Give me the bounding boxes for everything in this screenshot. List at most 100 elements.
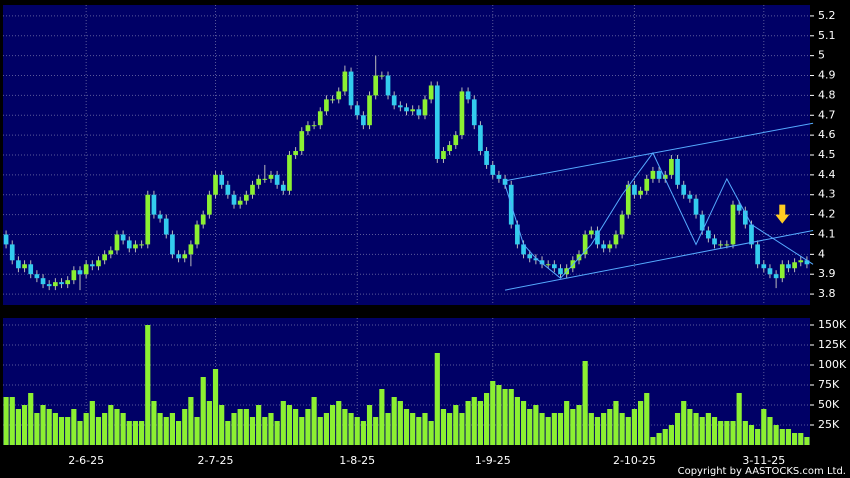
volume-bar bbox=[9, 397, 15, 445]
candle-body bbox=[613, 234, 619, 245]
x-tick-label: 1-8-25 bbox=[339, 454, 375, 467]
candle-body bbox=[804, 260, 810, 265]
candle-body bbox=[373, 75, 379, 96]
y-tick-label: 5.2 bbox=[818, 9, 836, 22]
candle-body bbox=[22, 264, 27, 269]
volume-bar bbox=[360, 421, 366, 445]
volume-bar bbox=[342, 409, 348, 445]
candle-body bbox=[28, 264, 34, 275]
candle-body bbox=[114, 234, 120, 251]
volume-bar bbox=[551, 413, 557, 445]
candle-body bbox=[533, 258, 539, 261]
volume-bar bbox=[656, 433, 662, 445]
volume-bar bbox=[311, 397, 317, 445]
volume-bar bbox=[453, 405, 459, 445]
volume-bar bbox=[705, 413, 711, 445]
candle-body bbox=[558, 268, 563, 275]
candle-body bbox=[237, 200, 243, 205]
candle-body bbox=[465, 91, 471, 100]
candle-body bbox=[268, 174, 274, 179]
candle-body bbox=[219, 174, 225, 185]
volume-bar bbox=[354, 417, 360, 445]
volume-bar bbox=[40, 405, 46, 445]
candle-body bbox=[299, 131, 305, 152]
volume-bar bbox=[391, 397, 397, 445]
volume-bar bbox=[65, 417, 71, 445]
volume-bar bbox=[767, 417, 773, 445]
candle-body bbox=[447, 145, 452, 152]
candle-body bbox=[391, 95, 397, 106]
volume-bar bbox=[280, 401, 286, 445]
candle-body bbox=[502, 178, 508, 185]
volume-bar bbox=[508, 389, 514, 445]
candle-body bbox=[699, 214, 705, 231]
candle-body bbox=[625, 184, 631, 215]
candle-body bbox=[324, 99, 329, 112]
x-tick-label: 2-7-25 bbox=[198, 454, 234, 467]
volume-bar bbox=[403, 409, 410, 445]
candle-body bbox=[552, 264, 557, 269]
volume-bar bbox=[225, 421, 231, 445]
y-tick-label: 125K bbox=[818, 338, 847, 351]
candle-body bbox=[305, 125, 311, 132]
volume-bar bbox=[274, 421, 280, 445]
volume-bar bbox=[582, 361, 588, 445]
y-tick-label: 3.9 bbox=[818, 267, 836, 280]
candle-body bbox=[336, 91, 342, 100]
candle-body bbox=[730, 204, 736, 245]
y-tick-label: 150K bbox=[818, 318, 847, 331]
volume-bar bbox=[527, 409, 533, 445]
volume-bar bbox=[422, 413, 428, 445]
candle-body bbox=[16, 260, 21, 269]
volume-bar bbox=[231, 413, 237, 445]
volume-bar bbox=[520, 401, 527, 445]
y-tick-label: 75K bbox=[818, 378, 840, 391]
volume-bar bbox=[748, 425, 755, 445]
candle-body bbox=[311, 125, 317, 127]
candle-body bbox=[662, 174, 668, 179]
volume-bar bbox=[52, 413, 58, 445]
candle-body bbox=[490, 164, 496, 175]
candle-body bbox=[410, 109, 416, 112]
y-tick-label: 4.4 bbox=[818, 168, 836, 181]
arrow-marker bbox=[775, 204, 790, 224]
volume-bar bbox=[175, 421, 182, 445]
volume-bar bbox=[533, 405, 539, 445]
volume-bar bbox=[157, 413, 163, 445]
volume-bar bbox=[693, 413, 699, 445]
volume-bar bbox=[447, 413, 453, 445]
volume-bar bbox=[182, 409, 188, 445]
candle-body bbox=[262, 178, 268, 180]
candle-body bbox=[53, 282, 58, 287]
volume-bar bbox=[804, 437, 810, 445]
y-tick-label: 100K bbox=[818, 358, 847, 371]
volume-bar bbox=[293, 409, 299, 445]
volume-bar bbox=[625, 417, 631, 445]
volume-bar bbox=[206, 401, 212, 445]
candle-body bbox=[213, 174, 218, 195]
candle-body bbox=[176, 254, 181, 259]
volume-bar bbox=[588, 413, 594, 445]
volume-bar bbox=[761, 409, 767, 445]
volume-bar bbox=[779, 429, 785, 445]
candle-body bbox=[459, 91, 465, 136]
candle-body bbox=[619, 214, 625, 235]
volume-bar bbox=[262, 417, 268, 445]
candle-body bbox=[71, 270, 77, 281]
volume-bar bbox=[607, 409, 613, 445]
candle-body bbox=[706, 230, 711, 239]
volume-bar bbox=[323, 413, 330, 445]
trendline bbox=[504, 122, 814, 182]
x-tick-label: 3-11-25 bbox=[742, 454, 785, 467]
candle-body bbox=[656, 170, 662, 179]
candle-body bbox=[422, 99, 428, 116]
volume-bar bbox=[256, 405, 262, 445]
candle-body bbox=[397, 105, 403, 108]
candle-body bbox=[379, 75, 385, 77]
candle-body bbox=[102, 254, 107, 261]
volume-bar bbox=[465, 401, 471, 445]
candle-body bbox=[126, 240, 132, 249]
volume-bar bbox=[102, 413, 108, 445]
volume-bar bbox=[416, 417, 422, 445]
candle-body bbox=[65, 280, 71, 285]
